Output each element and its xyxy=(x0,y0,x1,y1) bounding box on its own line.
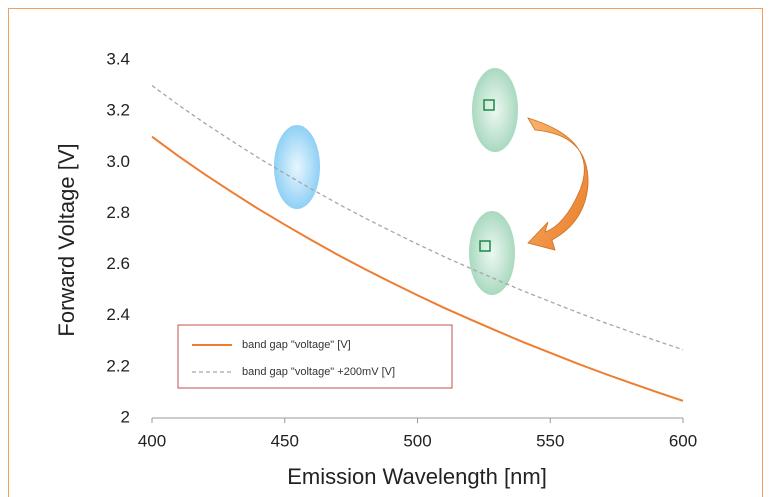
y-tick-label: 2.6 xyxy=(106,254,130,273)
green-led xyxy=(469,211,515,295)
frame xyxy=(8,8,763,497)
y-tick-label: 3.0 xyxy=(106,152,130,171)
green-led xyxy=(472,68,518,152)
legend-label: band gap "voltage" [V] xyxy=(242,339,351,351)
y-tick-label: 2.2 xyxy=(106,356,130,375)
y-tick-label: 2.4 xyxy=(106,305,130,324)
decorations xyxy=(274,68,589,295)
y-tick-label: 2 xyxy=(121,407,130,426)
legend xyxy=(177,324,453,389)
x-tick-label: 550 xyxy=(536,431,564,450)
die xyxy=(479,240,491,252)
series-line xyxy=(151,135,684,402)
y-axis-label: Forward Voltage [V] xyxy=(54,143,79,336)
blue-led xyxy=(274,125,320,209)
y-tick-label: 3.4 xyxy=(106,49,130,68)
x-tick-label: 450 xyxy=(271,431,299,450)
die xyxy=(483,99,495,111)
x-tick-label: 400 xyxy=(138,431,166,450)
y-tick-label: 3.2 xyxy=(106,101,130,120)
arrow xyxy=(527,117,589,251)
y-tick-label: 2.8 xyxy=(106,203,130,222)
x-tick-label: 600 xyxy=(669,431,697,450)
x-axis-label: Emission Wavelength [nm] xyxy=(287,464,547,489)
legend-label: band gap "voltage" +200mV [V] xyxy=(242,366,395,378)
x-tick-label: 500 xyxy=(403,431,431,450)
series-line xyxy=(151,85,684,351)
